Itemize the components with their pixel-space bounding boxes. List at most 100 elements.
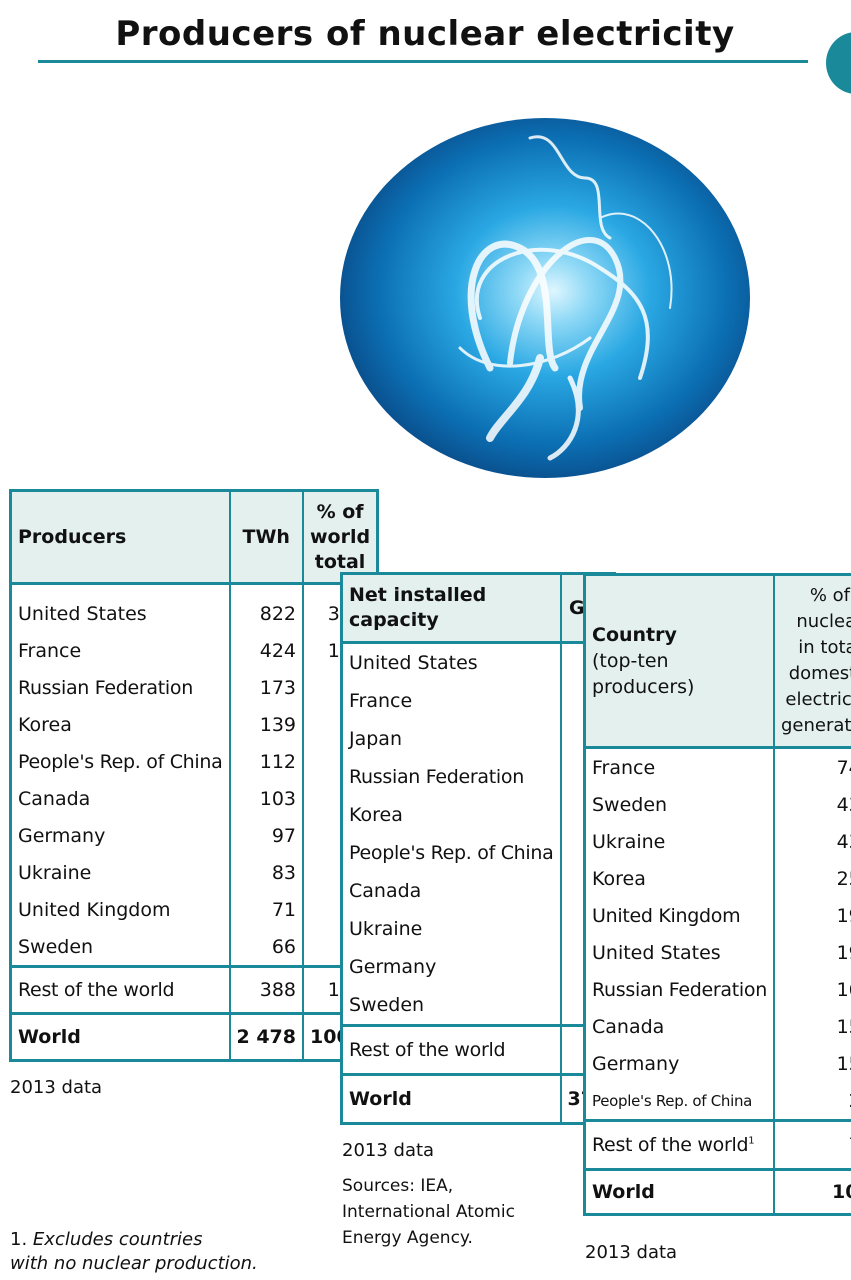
table-row: Sweden662.7 (11, 928, 378, 967)
twh: 822 (228, 583, 303, 632)
table-row: Ukraine833.3 (11, 854, 378, 891)
country: Sweden (18, 935, 94, 958)
twh: 103 (228, 780, 303, 817)
country: Rest of the world1 (584, 1119, 774, 1170)
nuclear-share-table: Country (top-ten producers) % of nuclear… (583, 573, 851, 1216)
country: People's Rep. of China (349, 842, 554, 864)
nuclear-glow-image (340, 118, 750, 478)
table-row: France42417.1 (11, 632, 378, 669)
country: United States (349, 652, 478, 674)
table-row: Canada14 (342, 872, 615, 910)
rest-of-world-row: Rest of the world59 (341, 1024, 615, 1075)
country: Canada (592, 1015, 665, 1038)
capacity-header-row: Net installed capacity GW (341, 573, 615, 644)
country: Korea (349, 804, 403, 826)
country: World (341, 1073, 561, 1124)
table-row: United States 19.2 (585, 934, 851, 971)
table-row: People's Rep. of China1124.5 (11, 743, 378, 780)
country: Russian Federation (349, 766, 524, 788)
country: Korea (18, 713, 72, 736)
country: Germany (18, 824, 106, 847)
pct: 43.0 (772, 823, 851, 860)
table-row: France63 (342, 682, 615, 720)
pct: 2.1 (772, 1082, 851, 1121)
table-row: Japan42 (342, 720, 615, 758)
table-row: United States82233.2 (11, 583, 378, 632)
pct: 74.7 (772, 747, 851, 786)
country: People's Rep. of China (592, 1091, 753, 1110)
table-row: Canada1034.2 (11, 780, 378, 817)
pct: 7.9 (772, 1119, 851, 1170)
country: France (18, 639, 82, 662)
table-row: People's Rep. of China 2.1 (585, 1082, 851, 1121)
country: United States (592, 941, 721, 964)
country: Rest of the world (10, 965, 230, 1014)
header-pct-world: % of world total (302, 490, 378, 585)
section-tab-marker (826, 32, 851, 94)
share-note: 2013 data (585, 1242, 678, 1263)
rest-of-world-row: Rest of the world38815.6 (10, 965, 378, 1014)
header-pct-nuclear: % of nuclear in total domestic electrici… (772, 574, 851, 749)
table-row: Germany 15.5 (585, 1045, 851, 1082)
capacity-note: 2013 data (342, 1140, 435, 1161)
twh: 71 (228, 891, 303, 928)
country: United States (18, 602, 147, 625)
country: People's Rep. of China (18, 750, 223, 773)
twh: 424 (228, 632, 303, 669)
header-producers: Producers (10, 490, 230, 585)
table-row: Ukraine13 (342, 910, 615, 948)
table-row: Korea 25.8 (585, 860, 851, 897)
twh: 2 478 (228, 1012, 303, 1061)
table-row: Sweden9 (342, 986, 615, 1026)
table-row: Germany973.9 (11, 817, 378, 854)
twh: 139 (228, 706, 303, 743)
pct: 19.2 (772, 934, 851, 971)
table-row: Germany12 (342, 948, 615, 986)
table-row: United Kingdom712.9 (11, 891, 378, 928)
country: Ukraine (349, 918, 423, 940)
twh: 66 (228, 928, 303, 967)
country: United Kingdom (592, 904, 741, 927)
rest-of-world-row: Rest of the world17.9 (584, 1119, 851, 1170)
country: World (10, 1012, 230, 1061)
country: France (349, 690, 413, 712)
world-total-row: World10.6 (584, 1168, 851, 1215)
producers-note: 2013 data (10, 1077, 103, 1098)
header-twh: TWh (228, 490, 303, 585)
table-row: Russian Federation16.3 (585, 971, 851, 1008)
country: Germany (349, 956, 437, 978)
footnote-marker: 1 (748, 1135, 755, 1147)
sources-note: Sources: IEA, International Atomic Energ… (342, 1176, 515, 1248)
twh: 388 (228, 965, 303, 1014)
producers-header-row: Producers TWh % of world total (10, 490, 378, 585)
table-row: United Kingdom 19.8 (585, 897, 851, 934)
pct: 43.4 (772, 786, 851, 823)
country: Sweden (349, 994, 425, 1016)
pct: 15.5 (772, 1045, 851, 1082)
table-row: United States99 (342, 642, 615, 682)
table-row: Russian Federation24 (342, 758, 615, 796)
table-row: Russian Federation1737.0 (11, 669, 378, 706)
pct: 16.3 (772, 971, 851, 1008)
pct: 19.8 (772, 897, 851, 934)
twh: 83 (228, 854, 303, 891)
pct: 15.8 (772, 1008, 851, 1045)
country: Japan (349, 728, 402, 750)
country: France (592, 756, 656, 779)
header-country: Country (top-ten producers) (584, 574, 774, 749)
twh: 173 (228, 669, 303, 706)
country: Russian Federation (18, 676, 193, 699)
table-row: People's Rep. of China16 (342, 834, 615, 872)
country: Canada (349, 880, 422, 902)
table-row: Sweden 43.4 (585, 786, 851, 823)
footnote: 1. Excludes countries with no nuclear pr… (10, 1229, 258, 1274)
country: Korea (592, 867, 646, 890)
producers-table: Producers TWh % of world total United St… (9, 489, 380, 1062)
table-row: France 74.7 (585, 747, 851, 786)
page-title: Producers of nuclear electricity (115, 14, 735, 54)
world-total-row: World372 (341, 1073, 615, 1124)
twh: 112 (228, 743, 303, 780)
country: Russian Federation (592, 978, 767, 1001)
country: Germany (592, 1052, 680, 1075)
country: World (584, 1168, 774, 1215)
